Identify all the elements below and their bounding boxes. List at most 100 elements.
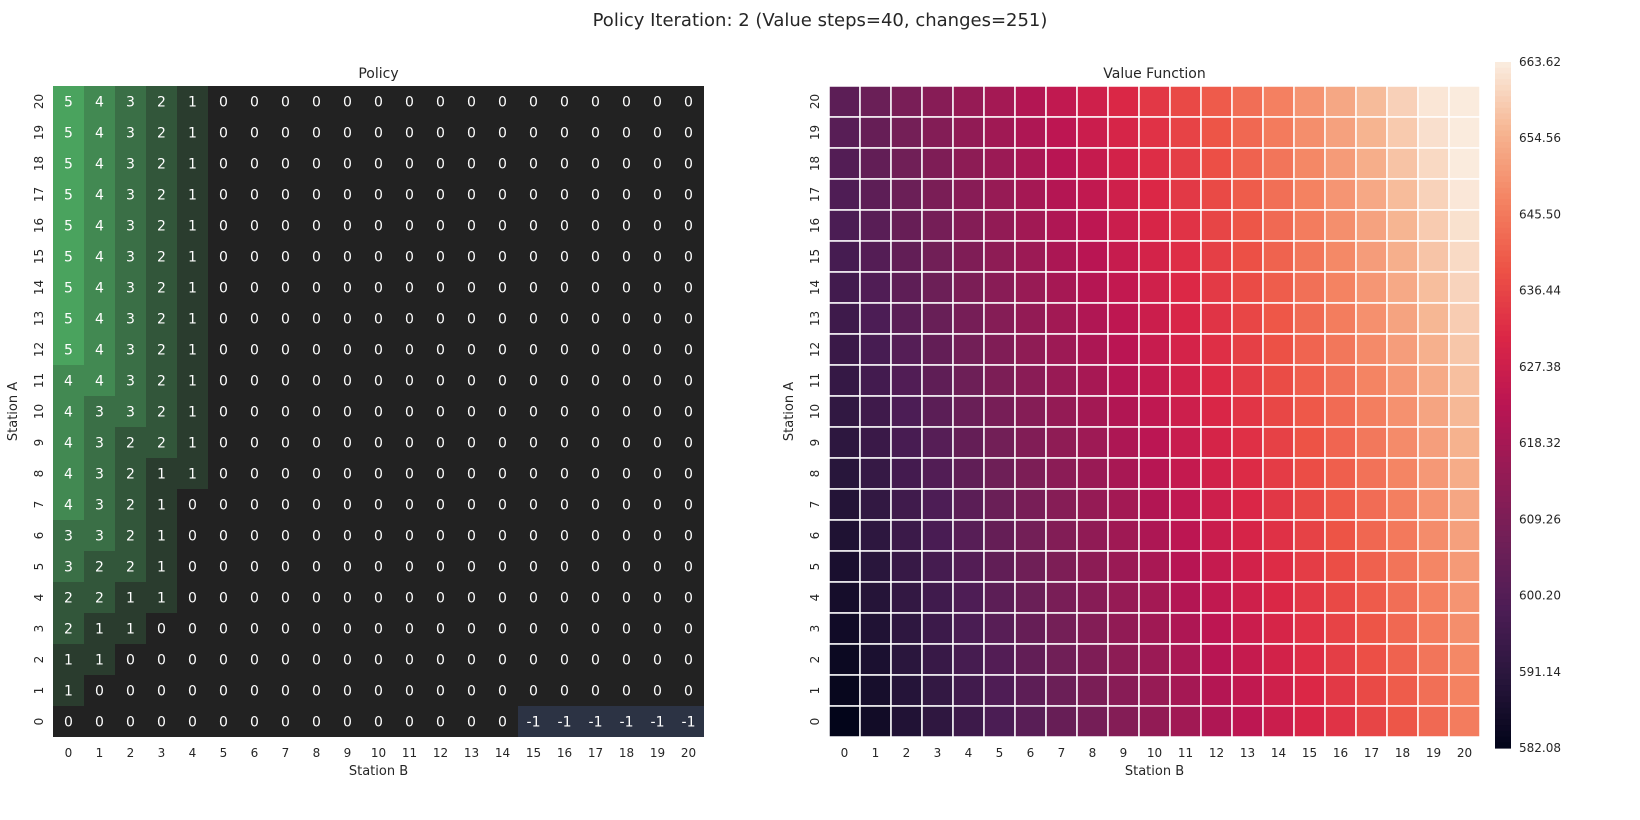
policy-cell bbox=[580, 272, 611, 303]
policy-cell bbox=[363, 427, 394, 458]
policy-cell-label: 3 bbox=[95, 467, 104, 483]
value-cell bbox=[1324, 271, 1357, 304]
policy-cell-label: 0 bbox=[405, 281, 414, 297]
policy-cell bbox=[208, 396, 239, 427]
colorbar-segment bbox=[1495, 290, 1511, 297]
policy-cell-label: 0 bbox=[436, 529, 445, 545]
policy-cell bbox=[301, 272, 332, 303]
policy-cell-label: 2 bbox=[95, 560, 104, 576]
policy-cell bbox=[487, 272, 518, 303]
x-tick-label: 17 bbox=[1364, 746, 1379, 760]
policy-cell bbox=[549, 334, 580, 365]
policy-cell-label: 0 bbox=[529, 157, 538, 173]
policy-cell-label: 0 bbox=[529, 126, 538, 142]
policy-cell bbox=[301, 117, 332, 148]
policy-cell-label: 0 bbox=[467, 250, 476, 266]
policy-cell-label: 0 bbox=[684, 436, 693, 452]
policy-cell bbox=[518, 396, 549, 427]
policy-cell-label: 1 bbox=[64, 653, 73, 669]
policy-cell-label: 0 bbox=[622, 126, 631, 142]
value-cell bbox=[1293, 395, 1326, 428]
policy-cell bbox=[239, 427, 270, 458]
colorbar-segment bbox=[1495, 696, 1511, 703]
policy-cell-label: 0 bbox=[498, 591, 507, 607]
policy-cell bbox=[394, 365, 425, 396]
policy-cell bbox=[549, 210, 580, 241]
policy-cell bbox=[53, 551, 84, 582]
value-cell bbox=[921, 519, 954, 552]
policy-cell bbox=[270, 365, 301, 396]
policy-cell bbox=[549, 303, 580, 334]
policy-cell bbox=[518, 148, 549, 179]
value-cell bbox=[952, 550, 985, 583]
policy-cell bbox=[53, 179, 84, 210]
policy-cell bbox=[301, 365, 332, 396]
policy-cell-label: 0 bbox=[312, 126, 321, 142]
colorbar-segment bbox=[1495, 204, 1511, 212]
value-colorbar: 663.62654.56645.50636.44627.38618.32609.… bbox=[1495, 55, 1561, 755]
policy-cell-label: 0 bbox=[436, 374, 445, 390]
value-cell bbox=[1169, 116, 1202, 149]
policy-cell-label: 0 bbox=[374, 281, 383, 297]
value-cell bbox=[1014, 674, 1047, 707]
value-cell bbox=[1200, 488, 1233, 521]
value-cell bbox=[1138, 550, 1171, 583]
policy-cell bbox=[673, 644, 704, 675]
colorbar-segment bbox=[1495, 679, 1511, 686]
policy-cell bbox=[270, 675, 301, 706]
policy-cell-label: 2 bbox=[157, 250, 166, 266]
policy-cell-label: 0 bbox=[281, 498, 290, 514]
policy-cell bbox=[425, 148, 456, 179]
policy-cell bbox=[177, 582, 208, 613]
value-cell bbox=[859, 426, 892, 459]
policy-cell-label: 2 bbox=[126, 498, 135, 514]
value-cell bbox=[1014, 240, 1047, 273]
value-cell bbox=[1169, 395, 1202, 428]
policy-cell-label: 0 bbox=[343, 529, 352, 545]
policy-cell-label: 5 bbox=[64, 281, 73, 297]
x-tick-label: 18 bbox=[619, 746, 634, 760]
value-cell bbox=[1200, 705, 1233, 738]
value-cell bbox=[1169, 333, 1202, 366]
x-tick-label: 0 bbox=[65, 746, 73, 760]
policy-cell-label: 0 bbox=[653, 467, 662, 483]
policy-cell-label: 0 bbox=[219, 622, 228, 638]
value-cell bbox=[1014, 705, 1047, 738]
value-cell bbox=[1355, 395, 1388, 428]
policy-cell bbox=[115, 613, 146, 644]
policy-cell bbox=[580, 644, 611, 675]
value-cell bbox=[1014, 85, 1047, 118]
value-cell bbox=[1231, 643, 1264, 676]
policy-cell-label: 0 bbox=[498, 467, 507, 483]
value-cell bbox=[1200, 116, 1233, 149]
policy-cell-label: 0 bbox=[498, 715, 507, 731]
policy-cell bbox=[363, 334, 394, 365]
value-cell bbox=[1138, 395, 1171, 428]
colorbar-segment bbox=[1495, 302, 1511, 309]
value-cell bbox=[921, 271, 954, 304]
policy-cell bbox=[239, 117, 270, 148]
colorbar-segment bbox=[1495, 102, 1511, 109]
policy-cell-label: 0 bbox=[405, 529, 414, 545]
policy-cell bbox=[177, 365, 208, 396]
value-cell bbox=[1076, 612, 1109, 645]
value-cell bbox=[1386, 643, 1419, 676]
value-cell bbox=[952, 581, 985, 614]
colorbar-segment bbox=[1495, 153, 1511, 160]
colorbar-segment bbox=[1495, 422, 1511, 429]
policy-cell-label: 0 bbox=[591, 529, 600, 545]
policy-cell-label: 4 bbox=[64, 374, 73, 390]
value-cell bbox=[828, 271, 861, 304]
value-cell bbox=[1355, 240, 1388, 273]
policy-cell bbox=[487, 86, 518, 117]
policy-cell bbox=[549, 551, 580, 582]
policy-cell bbox=[146, 148, 177, 179]
policy-cell-label: 1 bbox=[188, 95, 197, 111]
value-cell bbox=[1107, 271, 1140, 304]
policy-cell-label: 3 bbox=[126, 219, 135, 235]
policy-cell bbox=[549, 706, 580, 737]
x-tick-label: 11 bbox=[1178, 746, 1193, 760]
policy-cell bbox=[363, 644, 394, 675]
policy-cell bbox=[673, 706, 704, 737]
policy-cell bbox=[53, 396, 84, 427]
